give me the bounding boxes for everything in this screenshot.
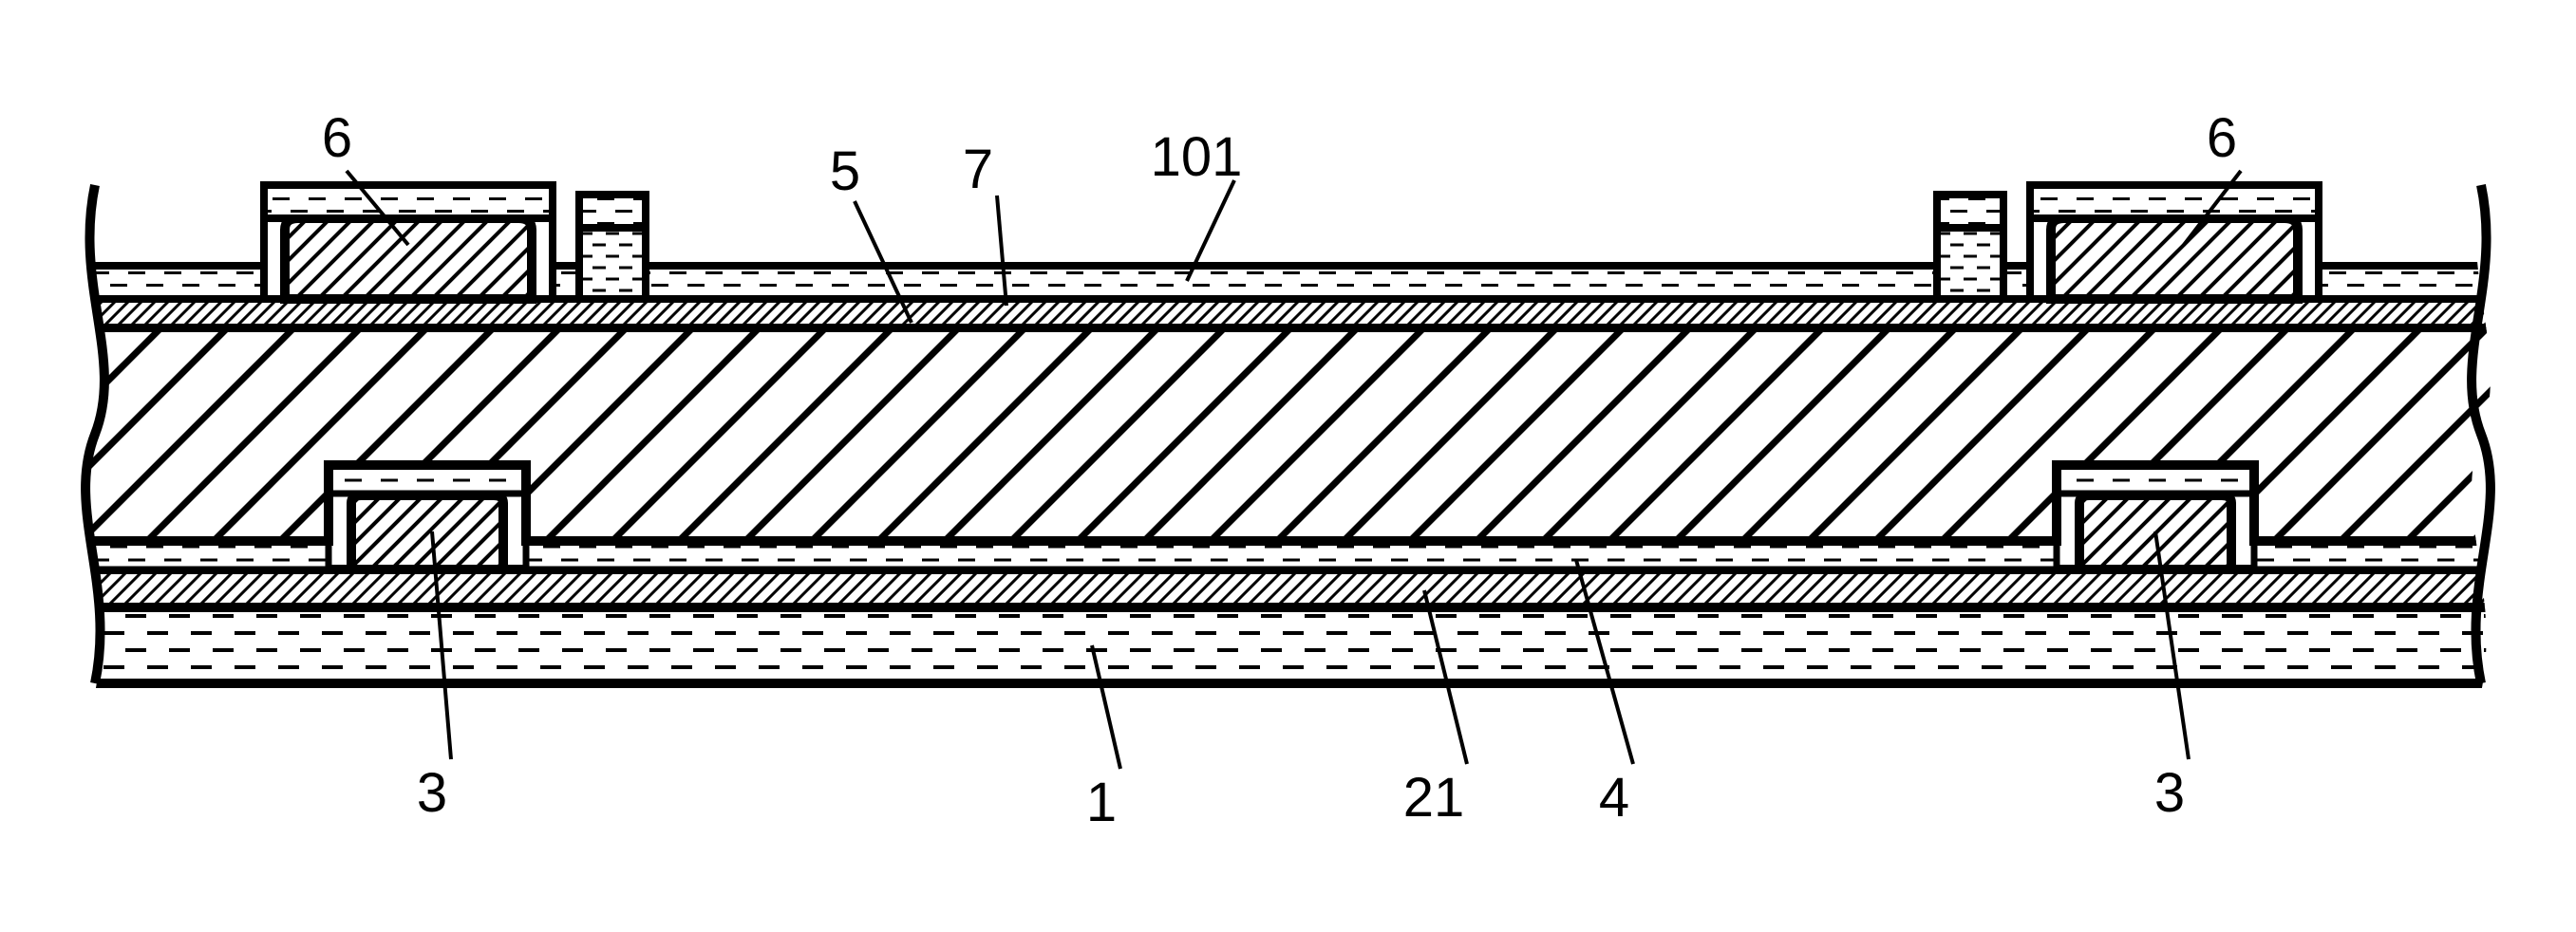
ref-label: 7 bbox=[963, 139, 993, 200]
ref-label: 101 bbox=[1151, 126, 1243, 188]
ref-label: 6 bbox=[2207, 107, 2237, 169]
ref-label: 3 bbox=[417, 762, 447, 824]
ref-label: 21 bbox=[1403, 767, 1465, 829]
ref-label: 1 bbox=[1086, 772, 1117, 833]
ref-label: 5 bbox=[830, 140, 860, 202]
ref-label: 6 bbox=[322, 107, 352, 169]
ref-label: 3 bbox=[2154, 762, 2185, 824]
ref-label: 4 bbox=[1599, 767, 1629, 829]
